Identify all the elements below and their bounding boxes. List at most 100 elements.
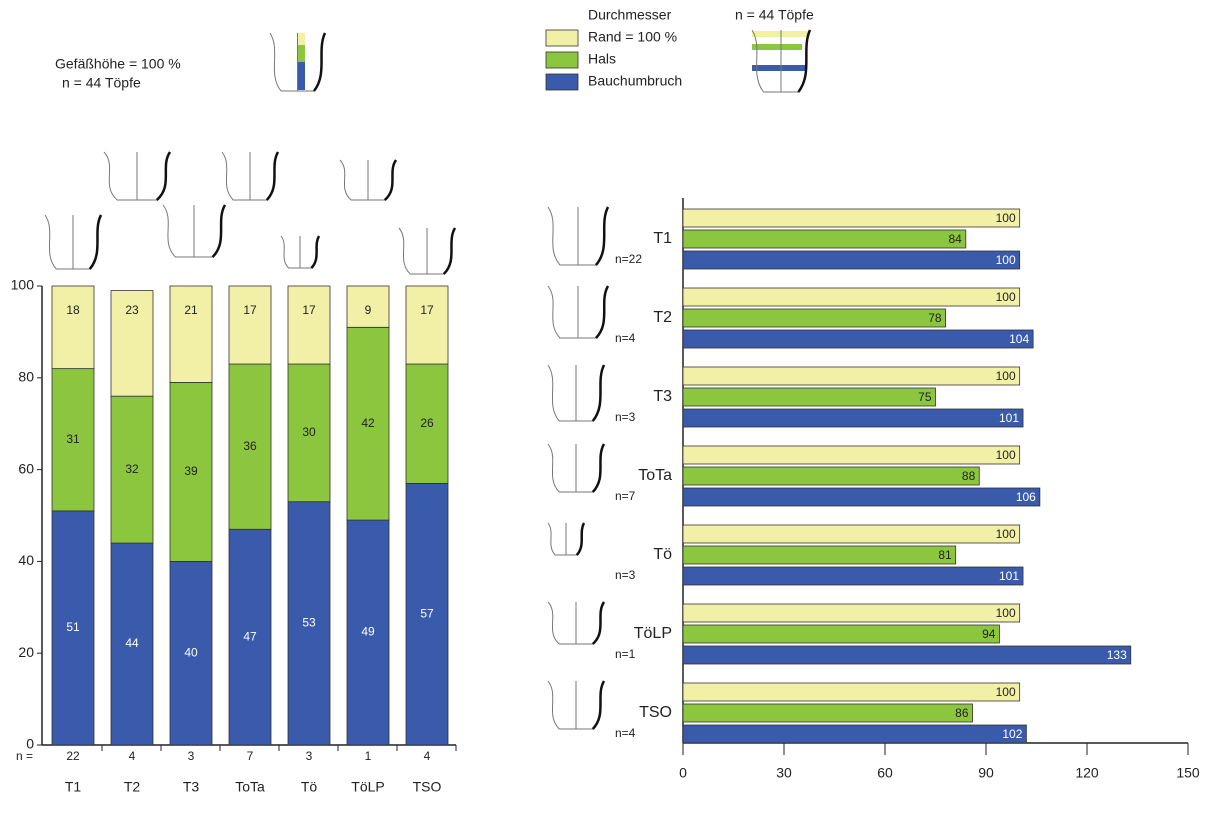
pot-profile [797, 29, 812, 93]
data-label: 39 [184, 464, 198, 478]
annotation-n: n = 44 Töpfe [62, 75, 141, 91]
pot-profile [591, 680, 606, 730]
data-label: 100 [996, 211, 1016, 225]
bar [682, 487, 1041, 507]
pot-profile [211, 204, 227, 258]
y-tick-label: 40 [18, 552, 34, 568]
n-label: n=3 [615, 568, 636, 582]
x-tick-label: TSO [413, 779, 442, 795]
n-label: n=4 [615, 726, 636, 740]
x-tick-label: 0 [679, 765, 687, 781]
bar [682, 645, 1132, 665]
bar-segment [287, 501, 331, 746]
annotation-n: n = 44 Töpfe [735, 7, 814, 23]
data-label: 75 [918, 390, 932, 404]
data-label: 133 [1107, 648, 1127, 662]
data-label: 36 [243, 439, 257, 453]
x-tick-label: T2 [124, 779, 141, 795]
bar-segment [51, 510, 95, 746]
data-label: 18 [66, 303, 80, 317]
bar-segment [51, 368, 95, 512]
bar-segment [405, 285, 449, 365]
y-tick-label: T3 [653, 388, 672, 405]
y-tick-label: ToTa [638, 467, 672, 484]
data-label: 100 [996, 685, 1016, 699]
data-label: 53 [302, 616, 316, 630]
bar [682, 545, 957, 565]
pot-profile [575, 522, 586, 556]
annotation: Gefäßhöhe = 100 % [55, 56, 181, 72]
pot-profile [595, 285, 610, 339]
data-label: 17 [302, 303, 316, 317]
data-label: 23 [125, 303, 139, 317]
pot-profile [591, 601, 606, 645]
x-tick-label: TöLP [351, 779, 384, 795]
y-tick-label: 80 [18, 369, 34, 385]
pot-profile [442, 227, 457, 275]
y-tick-label: T1 [653, 230, 672, 247]
n-value: 1 [365, 749, 372, 763]
bar-segment [346, 519, 390, 746]
legend-label: Rand = 100 % [588, 29, 677, 45]
legend-label: Hals [588, 51, 616, 67]
x-tick-label: 120 [1075, 765, 1099, 781]
bar [682, 366, 1021, 386]
bar-segment [405, 363, 449, 484]
data-label: 49 [361, 625, 375, 639]
data-label: 31 [66, 432, 80, 446]
legend-title: Durchmesser [588, 7, 672, 23]
data-label: 42 [361, 416, 375, 430]
data-label: 78 [928, 311, 942, 325]
pot-profile [312, 32, 327, 92]
n-label: n=1 [615, 647, 636, 661]
bar [682, 229, 967, 249]
bar-segment [287, 285, 331, 365]
data-label: 26 [420, 416, 434, 430]
bar [682, 387, 936, 407]
x-tick-label: 30 [776, 765, 792, 781]
y-tick-label: T2 [653, 309, 672, 326]
data-label: 100 [996, 253, 1016, 267]
data-label: 17 [420, 303, 434, 317]
legend-swatch [545, 51, 579, 69]
y-tick-label: Tö [653, 546, 672, 563]
pot-profile [310, 235, 321, 269]
bar-segment [169, 381, 213, 562]
x-tick-label: T3 [183, 779, 200, 795]
data-label: 100 [996, 369, 1016, 383]
data-label: 86 [955, 706, 969, 720]
data-label: 40 [184, 645, 198, 659]
bar-segment [110, 290, 154, 397]
bar [682, 682, 1021, 702]
data-label: 100 [996, 448, 1016, 462]
y-tick-label: 0 [26, 736, 34, 752]
bar [682, 724, 1027, 744]
data-label: 102 [1002, 727, 1022, 741]
bar [682, 208, 1021, 228]
legend-swatch [545, 73, 579, 91]
bar-segment [346, 285, 390, 328]
pot-profile [383, 159, 398, 201]
legend-label: Bauchumbruch [588, 73, 682, 89]
bar-segment [110, 542, 154, 746]
x-tick-label: 60 [877, 765, 893, 781]
bar-segment [228, 285, 272, 365]
pot-icon [297, 33, 305, 90]
bar [682, 250, 1021, 270]
bar [682, 408, 1024, 428]
y-tick-label: 100 [11, 277, 35, 293]
y-tick-label: TSO [639, 704, 672, 721]
n-label: n=3 [615, 410, 636, 424]
data-label: 84 [948, 232, 962, 246]
n-label: n=22 [615, 252, 642, 266]
pot-profile [265, 151, 280, 201]
pot-profile [591, 364, 606, 422]
pot-profile [595, 206, 610, 266]
bar-segment [51, 285, 95, 370]
data-label: 47 [243, 629, 257, 643]
data-label: 100 [996, 527, 1016, 541]
bar-segment [228, 363, 272, 530]
bar [682, 445, 1021, 465]
data-label: 88 [962, 469, 976, 483]
